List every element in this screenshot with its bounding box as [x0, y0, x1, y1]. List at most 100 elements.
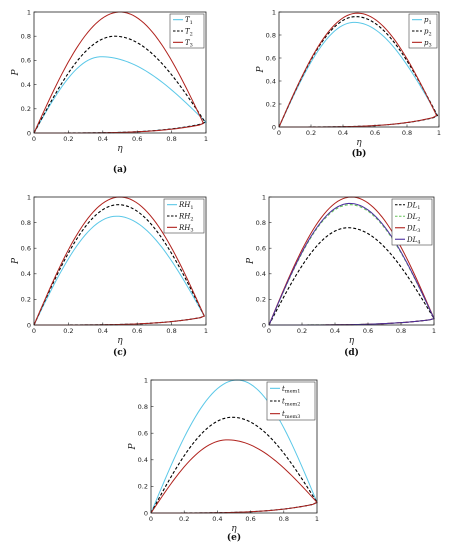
x-tick-label: 1 [437, 129, 441, 137]
x-tick-label: 0 [32, 327, 36, 335]
legend-label-p2: p2 [424, 28, 432, 38]
x-tick-label: 0 [32, 135, 36, 143]
plot-frame [150, 379, 318, 514]
y-tick-label: 0 [144, 509, 148, 517]
y-axis-label: P [246, 257, 256, 265]
legend-label-t2: T2 [185, 28, 193, 38]
x-tick-label: 0.8 [402, 129, 412, 137]
x-tick-label: 0 [149, 515, 153, 523]
x-tick-label: 0 [277, 129, 281, 137]
x-tick-label: 0.4 [212, 515, 222, 523]
legend-label-dl3: DL3 [406, 224, 420, 234]
x-tick-label: 1 [204, 327, 208, 335]
panel-caption: (e) [227, 532, 241, 543]
plot-frame [33, 11, 207, 134]
y-tick-label: 1 [27, 8, 31, 16]
y-tick-label: 1 [262, 193, 266, 201]
panel-caption: (d) [344, 347, 359, 358]
legend-label-rh3: RH3 [178, 224, 194, 234]
legend-label-dl4: DL4 [406, 236, 420, 246]
legend-label-rh2: RH2 [178, 213, 194, 223]
x-tick-label: 0.6 [132, 327, 142, 335]
x-tick-label: 0.2 [63, 327, 73, 335]
x-tick-label: 0.4 [98, 327, 108, 335]
y-tick-label: 0.6 [21, 245, 31, 253]
x-tick-label: 0 [267, 327, 271, 335]
y-tick-label: 0.8 [266, 31, 276, 39]
legend-label-rh1: RH1 [178, 201, 194, 211]
y-tick-label: 0.4 [266, 77, 276, 85]
x-axis-label: η [349, 336, 355, 346]
y-tick-label: 0 [27, 129, 31, 137]
y-tick-label: 1 [144, 376, 148, 384]
y-tick-label: 0.4 [21, 270, 31, 278]
y-tick-label: 0.2 [21, 105, 31, 113]
chart-panel-c: 0 0.2 0.4 0.6 0.8 1 0 0.2 0.4 0.6 0.8 1 η P (c) RH1 RH2R… [11, 193, 208, 358]
y-tick-label: 0.8 [21, 219, 31, 227]
legend-label-tmem1: tmem1 [282, 385, 300, 395]
y-tick-label: 1 [272, 8, 276, 16]
y-tick-label: 0.2 [138, 483, 148, 491]
y-tick-label: 0.4 [21, 81, 31, 89]
legend-label-t3: T3 [185, 39, 193, 49]
y-tick-label: 0 [262, 321, 266, 329]
y-tick-label: 0.2 [21, 296, 31, 304]
y-tick-label: 0.6 [256, 245, 266, 253]
x-tick-label: 1 [432, 327, 436, 335]
legend-label-tmem2: tmem2 [282, 398, 300, 408]
x-tick-label: 0.2 [179, 515, 189, 523]
y-tick-label: 0.8 [256, 219, 266, 227]
legend-label-dl2: DL2 [406, 213, 420, 223]
x-axis-label: η [356, 138, 362, 148]
plot-frame [268, 196, 435, 326]
y-tick-label: 0.2 [256, 296, 266, 304]
legend-box [391, 198, 433, 246]
x-tick-label: 0.2 [63, 135, 73, 143]
plot-frame [33, 196, 207, 326]
legend-label-p1: p1 [424, 16, 432, 26]
y-axis-label: P [11, 257, 21, 265]
legend-label-t1: T1 [185, 16, 193, 26]
x-tick-label: 0.6 [132, 135, 142, 143]
x-tick-label: 0.6 [370, 129, 380, 137]
chart-panel-d: 0 0.2 0.4 0.6 0.8 100.20.40.60.81ηP(d)DL1DL2D… [246, 193, 436, 358]
chart-panel-e: 0 0.2 0.4 0.6 0.8 100.20.40.60.81ηP(e)tmem1tm… [128, 376, 319, 543]
series-line-tmem3 [150, 439, 318, 514]
legend-label-dl1: DL1 [406, 201, 420, 211]
y-tick-label: 0.6 [266, 54, 276, 62]
x-tick-label: 0.6 [363, 327, 373, 335]
x-tick-label: 0.8 [396, 327, 406, 335]
y-tick-label: 0.2 [266, 100, 276, 108]
x-tick-label: 0.8 [279, 515, 289, 523]
x-axis-label: η [117, 336, 123, 346]
x-tick-label: 0.6 [245, 515, 255, 523]
x-tick-label: 1 [204, 135, 208, 143]
x-tick-label: 0.4 [330, 327, 340, 335]
panel-caption: (c) [113, 347, 127, 358]
series-line-t2 [33, 35, 206, 134]
panel-caption: (a) [113, 164, 127, 175]
y-axis-label: P [128, 443, 138, 451]
y-tick-label: 0.6 [21, 57, 31, 65]
x-tick-label: 0.2 [306, 129, 316, 137]
x-tick-label: 1 [315, 515, 319, 523]
legend-label-tmem3: tmem3 [282, 410, 300, 420]
x-tick-label: 0.8 [166, 327, 176, 335]
legend: tmem1 tmem2 tmem3 [266, 381, 316, 421]
y-tick-label: 0.8 [138, 403, 148, 411]
y-tick-label: 0.4 [256, 270, 266, 278]
legend-label-p3: p3 [424, 39, 432, 49]
y-tick-label: 0.4 [138, 456, 148, 464]
y-tick-label: 0 [272, 123, 276, 131]
x-axis-label: η [231, 524, 237, 534]
x-tick-label: 0.2 [297, 327, 307, 335]
x-axis-label: η [117, 144, 123, 154]
series-line-t1 [33, 56, 207, 134]
y-tick-label: 0.6 [138, 430, 148, 438]
y-axis-label: P [11, 69, 21, 77]
